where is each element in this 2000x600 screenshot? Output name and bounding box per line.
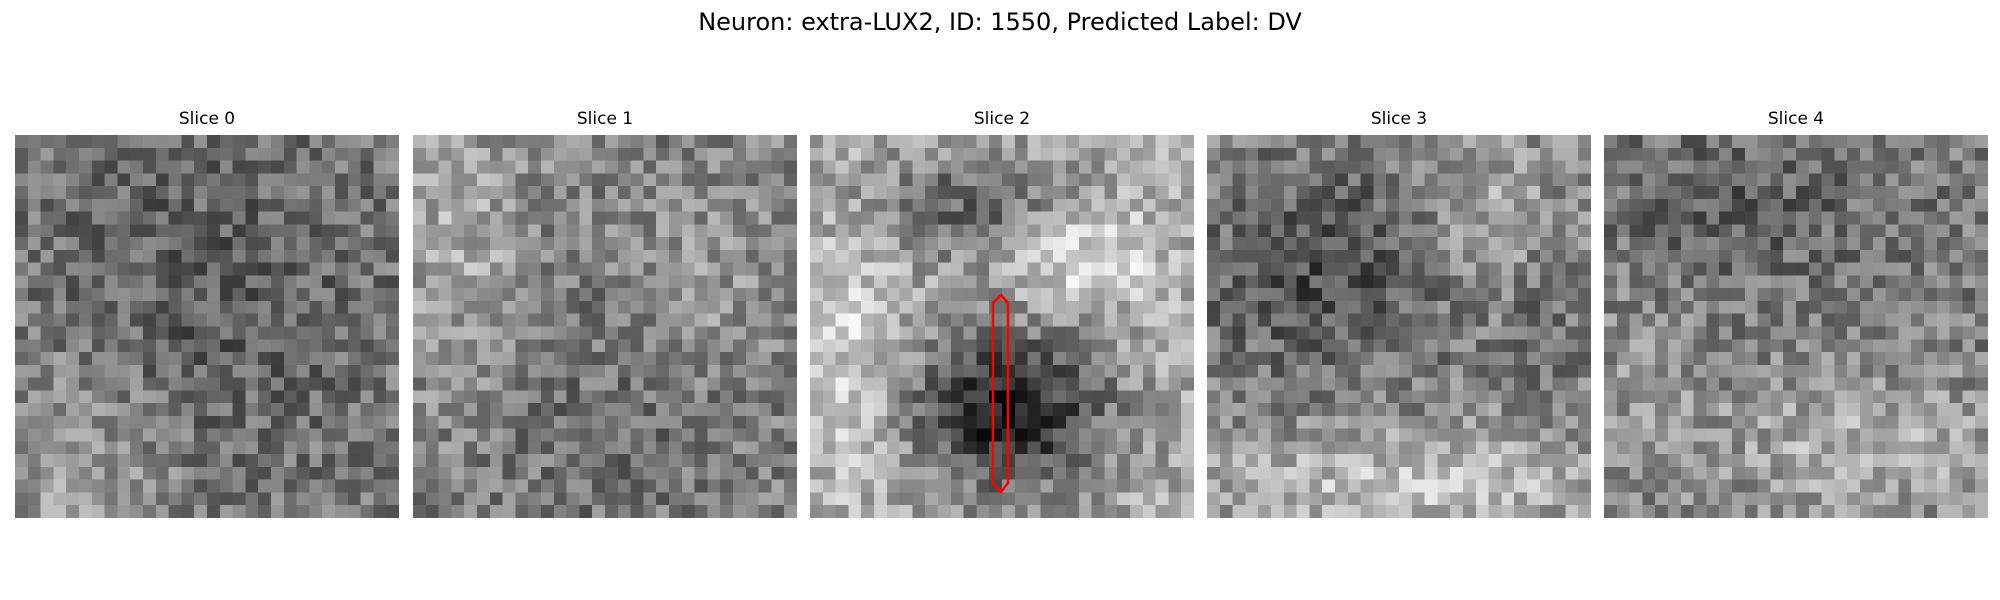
slice-4-title: Slice 4 [1767,109,1825,129]
slice-1-image [413,135,797,518]
figure-title: Neuron: extra-LUX2, ID: 1550, Predicted … [698,8,1302,36]
slice-4-image [1604,135,1988,518]
slice-2-image [810,135,1194,518]
slice-0-title: Slice 0 [178,109,236,129]
slice-2-title: Slice 2 [973,109,1031,129]
slice-3-title: Slice 3 [1370,109,1428,129]
slice-3-image [1207,135,1591,518]
slice-0-image [15,135,399,518]
slice-1-title: Slice 1 [576,109,634,129]
